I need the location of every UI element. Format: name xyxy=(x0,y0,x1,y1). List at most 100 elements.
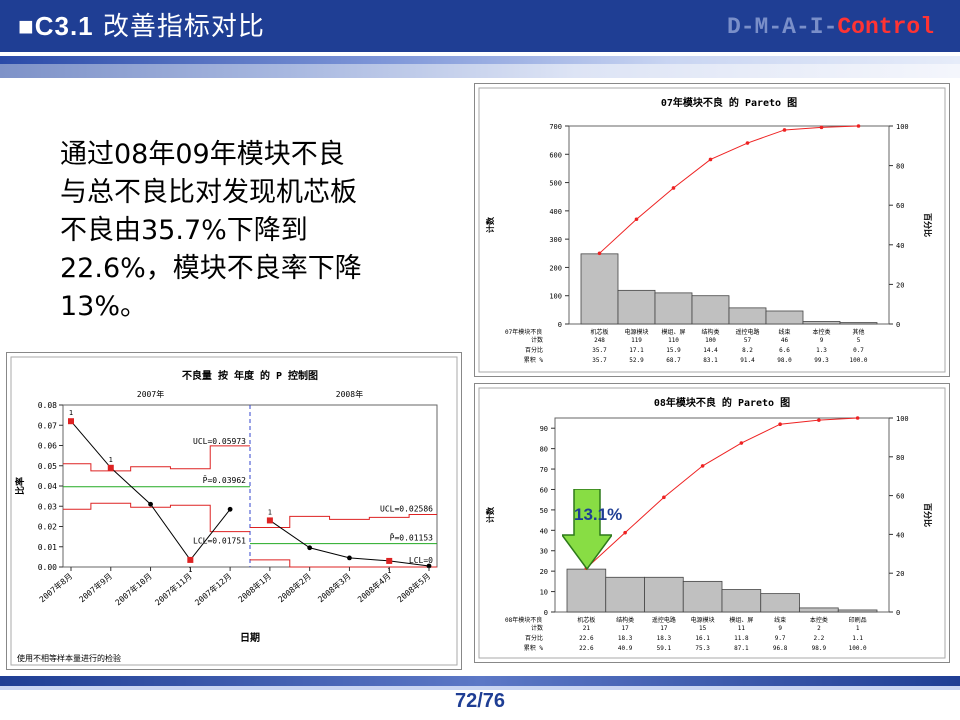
x-tick-label: 2007年8月 xyxy=(37,571,74,604)
y-tick-label: 50 xyxy=(540,507,548,515)
table-header-cumulative: 累积 % xyxy=(524,356,544,364)
y-axis-label: 比率 xyxy=(14,477,26,495)
count-value: 9 xyxy=(820,337,824,344)
percent-value: 14.4 xyxy=(703,347,718,354)
category-label: 遥控电路 xyxy=(735,328,759,336)
cumulative-point xyxy=(782,128,787,132)
y-tick-label: 200 xyxy=(549,264,562,272)
percent-value: 16.1 xyxy=(695,635,710,642)
category-label: 结构类 xyxy=(616,616,634,624)
cumulative-value: 40.9 xyxy=(618,645,633,652)
section-number: ■C3.1 xyxy=(18,11,94,41)
y-tick-label: 80 xyxy=(540,446,548,454)
count-value: 5 xyxy=(857,337,861,344)
cumulative-point xyxy=(662,495,666,500)
cumulative-line xyxy=(586,417,858,569)
y-tick-label: 600 xyxy=(549,151,562,159)
count-value: 11 xyxy=(738,625,746,632)
pareto-08-chart: 08年模块不良 的 Pareto 图0102030405060708090020… xyxy=(478,387,946,659)
percent-value: 2.2 xyxy=(813,635,824,642)
test-failure-label: 1 xyxy=(69,409,73,417)
percent-value: 17.1 xyxy=(629,347,644,354)
pareto-bar xyxy=(760,593,800,613)
x-tick-label: 2007年12月 xyxy=(193,571,234,608)
cumulative-value: 75.3 xyxy=(695,645,710,652)
count-value: 21 xyxy=(583,625,591,632)
stage-label: 2007年 xyxy=(137,389,164,399)
percent-value: 35.7 xyxy=(592,347,607,354)
y-tick-label: 0.03 xyxy=(38,502,57,511)
summary-line: 22.6%，模块不良率下降 xyxy=(60,253,362,284)
cumulative-value: 98.9 xyxy=(812,645,827,652)
category-label: 线束 xyxy=(778,328,790,336)
chart-title: 不良量 按 年度 的 P 控制图 xyxy=(182,369,318,382)
percent-value: 18.3 xyxy=(618,635,633,642)
y2-tick-label: 80 xyxy=(896,454,904,462)
y-tick-label: 400 xyxy=(549,208,562,216)
count-value: 100 xyxy=(705,337,716,344)
down-arrow-icon xyxy=(562,489,612,571)
percent-value: 1.3 xyxy=(816,347,827,354)
percent-value: 8.2 xyxy=(742,347,753,354)
y-tick-label: 0.02 xyxy=(38,523,57,532)
cumulative-point xyxy=(819,125,824,130)
summary-line: 与总不良比对发现机芯板 xyxy=(60,177,357,208)
cumulative-value: 52.9 xyxy=(629,357,644,364)
category-label: 线束 xyxy=(774,616,786,624)
summary-line: 通过08年09年模块不良 xyxy=(60,139,345,170)
ucl-line xyxy=(250,514,437,529)
section-title: 改善指标对比 xyxy=(102,12,265,42)
percent-value: 6.6 xyxy=(779,347,790,354)
pareto-07-chart: 07年模块不良 的 Pareto 图0100200300400500600700… xyxy=(478,87,946,373)
cumulative-value: 22.6 xyxy=(579,645,594,652)
pareto-bar xyxy=(644,576,684,613)
percent-value: 15.9 xyxy=(666,347,681,354)
table-header-cumulative: 累积 % xyxy=(524,644,544,652)
chart-frame xyxy=(10,356,458,666)
lcl-line xyxy=(63,502,250,533)
y2-tick-label: 100 xyxy=(896,415,909,423)
category-label: 本控类 xyxy=(810,616,828,624)
y-tick-label: 0.05 xyxy=(38,462,57,471)
chart-footnote: 使用不相等样本量进行的检验 xyxy=(17,653,121,663)
pareto-07-panel: 07年模块不良 的 Pareto 图 0 100 200 300 400 500 600 700… xyxy=(474,83,950,377)
y-tick-label: 30 xyxy=(540,548,548,556)
lcl-label: LCL=0.01751 xyxy=(193,537,246,546)
out-of-control-point xyxy=(386,557,393,564)
cumulative-value: 59.1 xyxy=(657,645,672,652)
cumulative-value: 68.7 xyxy=(666,357,681,364)
test-failure-label: 1 xyxy=(109,456,113,464)
footer-stripe xyxy=(0,686,960,690)
y-tick-label: 0.01 xyxy=(38,543,57,552)
cumulative-value: 100.0 xyxy=(849,357,867,364)
category-label: 印刷品 xyxy=(849,616,867,624)
pareto-bar xyxy=(566,568,607,613)
pareto-bar xyxy=(837,609,878,613)
cumulative-value: 83.1 xyxy=(703,357,718,364)
y2-tick-label: 80 xyxy=(896,163,904,171)
chart-title: 08年模块不良 的 Pareto 图 xyxy=(654,396,790,409)
cumulative-point xyxy=(634,217,639,222)
percent-value: 0.7 xyxy=(853,347,864,354)
header-stripe-white xyxy=(0,52,960,56)
count-value: 17 xyxy=(660,625,668,632)
header-stripe-blue xyxy=(0,56,960,64)
lcl-line xyxy=(250,559,437,568)
pareto-bar xyxy=(682,580,723,613)
cumulative-line xyxy=(599,125,859,254)
data-point xyxy=(307,545,313,551)
y-tick-label: 700 xyxy=(549,123,562,131)
y2-tick-label: 100 xyxy=(896,123,909,131)
ucl-line xyxy=(63,445,250,472)
y2-tick-label: 60 xyxy=(896,202,904,210)
y2-tick-label: 20 xyxy=(896,281,904,289)
cumulative-point xyxy=(745,141,750,145)
cumulative-point xyxy=(739,441,744,445)
y2-tick-label: 40 xyxy=(896,531,904,539)
out-of-control-point xyxy=(266,517,273,524)
pareto-bar xyxy=(580,253,619,325)
table-row-label: 07年模块不良 xyxy=(505,328,542,336)
count-value: 119 xyxy=(631,337,642,344)
cumulative-value: 96.8 xyxy=(773,645,788,652)
pareto-bar xyxy=(654,292,693,325)
